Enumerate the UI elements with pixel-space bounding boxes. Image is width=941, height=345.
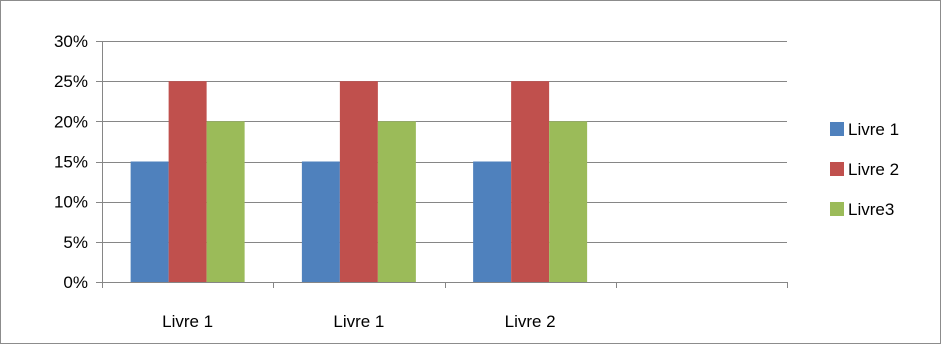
y-tick-label: 10%	[54, 193, 88, 212]
y-tick-label: 15%	[54, 153, 88, 172]
legend-label: Livre 1	[848, 120, 899, 139]
x-tick-label: Livre 1	[333, 312, 384, 331]
x-tick-label: Livre 1	[162, 312, 213, 331]
y-tick-label: 25%	[54, 72, 88, 91]
bar	[206, 121, 245, 282]
legend-swatch	[830, 202, 844, 216]
bar	[473, 161, 512, 282]
y-tick-label: 30%	[54, 32, 88, 51]
y-tick-labels: 0% 5% 10% 15% 20% 25% 30%	[54, 32, 88, 292]
bar	[377, 121, 416, 282]
y-tick-label: 5%	[63, 233, 88, 252]
x-tick-label: Livre 2	[505, 312, 556, 331]
bar	[130, 161, 169, 282]
axes	[96, 41, 788, 288]
legend-label: Livre 2	[848, 160, 899, 179]
bar	[168, 81, 207, 283]
legend-swatch	[830, 122, 844, 136]
x-tick-labels: Livre 1 Livre 1 Livre 2	[162, 312, 556, 331]
legend-label: Livre3	[848, 200, 894, 219]
bar	[301, 161, 340, 282]
bar	[549, 121, 588, 282]
y-tick-label: 20%	[54, 112, 88, 131]
legend: Livre 1 Livre 2 Livre3	[830, 120, 899, 219]
legend-swatch	[830, 162, 844, 176]
bar	[339, 81, 378, 283]
bars	[130, 81, 588, 283]
y-tick-label: 0%	[63, 273, 88, 292]
bar	[511, 81, 550, 283]
